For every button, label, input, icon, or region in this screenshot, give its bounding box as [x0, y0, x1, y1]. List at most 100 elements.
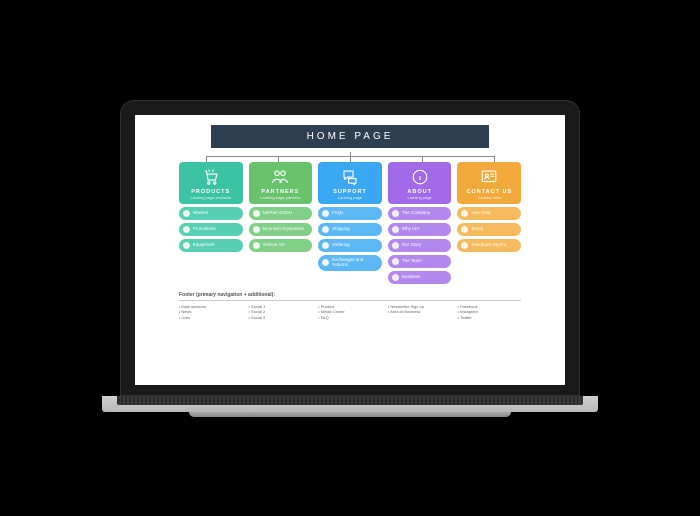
- category-sub: Landing page: [320, 196, 380, 200]
- sitemap-item[interactable]: Why us?: [388, 223, 452, 236]
- item-label: The Company: [402, 211, 430, 216]
- sitemap-item[interactable]: Equipment: [179, 239, 243, 252]
- sitemap-item[interactable]: Mountain Equipment: [249, 223, 313, 236]
- category-label: SUPPORT: [320, 189, 380, 195]
- item-label: Business: [402, 275, 420, 280]
- item-label: Feedback imprint: [471, 243, 506, 248]
- item-label: NetPart GmbH: [263, 211, 293, 216]
- sitemap-columns: PRODUCTSLanding page products Newest Promo…: [179, 162, 521, 284]
- footer-column: FacebookInstagramTwitter: [457, 304, 521, 321]
- item-label: The Team: [402, 259, 422, 264]
- tree-connectors: [179, 152, 521, 162]
- item-label: Shipping: [332, 227, 350, 232]
- footer-column: ProductMedia CenterFAQ: [318, 304, 382, 321]
- footer-column: Social 1Social 2Social 3: [249, 304, 313, 321]
- bullet-icon: [322, 242, 329, 249]
- footer-item: Social 3: [249, 315, 313, 321]
- bullet-icon: [253, 242, 260, 249]
- item-label: Our Story: [402, 243, 421, 248]
- category-sub: Contact form: [459, 196, 519, 200]
- category-support[interactable]: SUPPORTLanding page: [318, 162, 382, 204]
- item-label: Vertical AG: [263, 243, 285, 248]
- category-contact-us[interactable]: CONTACT USContact form: [457, 162, 521, 204]
- sitemap-item[interactable]: The Team: [388, 255, 452, 268]
- item-label: Newest: [193, 211, 208, 216]
- bullet-icon: [392, 210, 399, 217]
- bullet-icon: [183, 210, 190, 217]
- sitemap-item[interactable]: Newest: [179, 207, 243, 220]
- item-label: Exchanges and Returns: [332, 258, 378, 268]
- column-products: PRODUCTSLanding page products Newest Promo…: [179, 162, 243, 284]
- item-label: Equipment: [193, 243, 215, 248]
- sitemap-item[interactable]: FAQs: [318, 207, 382, 220]
- bullet-icon: [461, 226, 468, 233]
- contact-icon: [459, 167, 519, 187]
- category-sub: Landing page products: [181, 196, 241, 200]
- category-about[interactable]: ABOUTLanding page: [388, 162, 452, 204]
- category-label: PARTNERS: [251, 189, 311, 195]
- sitemap-item[interactable]: Shipping: [318, 223, 382, 236]
- sitemap-item[interactable]: Vertical AG: [249, 239, 313, 252]
- home-page-title: HOME PAGE: [211, 125, 490, 148]
- bullet-icon: [392, 242, 399, 249]
- sitemap-item[interactable]: Email: [457, 223, 521, 236]
- column-support: SUPPORTLanding page FAQs Shipping Ordering E…: [318, 162, 382, 284]
- bullet-icon: [183, 226, 190, 233]
- item-label: Live Chat: [471, 211, 490, 216]
- sitemap-item[interactable]: Our Story: [388, 239, 452, 252]
- people-icon: [251, 167, 311, 187]
- footer-columns: Main sectionsNewsJobs Social 1Social 2Soc…: [179, 304, 521, 321]
- sitemap-item[interactable]: Business: [388, 271, 452, 284]
- bullet-icon: [461, 210, 468, 217]
- bullet-icon: [392, 258, 399, 265]
- sitemap-item[interactable]: Promotions: [179, 223, 243, 236]
- column-about: ABOUTLanding page The Company Why us? Our S…: [388, 162, 452, 284]
- cart-icon: [181, 167, 241, 187]
- category-sub: Landing page: [390, 196, 450, 200]
- footer-heading: Footer (primary navigation + additional)…: [179, 292, 549, 298]
- sitemap-item[interactable]: The Company: [388, 207, 452, 220]
- screen-bezel: HOME PAGE PRODUCTSLanding page products N…: [120, 100, 580, 396]
- footer-item: FAQ: [318, 315, 382, 321]
- footer-item: Twitter: [457, 315, 521, 321]
- laptop-stand: [189, 412, 511, 417]
- laptop-base: [102, 396, 599, 412]
- sitemap-item[interactable]: Live Chat: [457, 207, 521, 220]
- category-label: ABOUT: [390, 189, 450, 195]
- category-partners[interactable]: PARTNERSLanding page partners: [249, 162, 313, 204]
- bullet-icon: [392, 274, 399, 281]
- bullet-icon: [253, 210, 260, 217]
- item-label: Email: [471, 227, 482, 232]
- sitemap-item[interactable]: Feedback imprint: [457, 239, 521, 252]
- footer-column: Main sectionsNewsJobs: [179, 304, 243, 321]
- item-label: Ordering: [332, 243, 350, 248]
- footer-column: Newsletter Sign upArea of Business: [388, 304, 452, 321]
- item-label: FAQs: [332, 211, 343, 216]
- laptop-mockup: HOME PAGE PRODUCTSLanding page products N…: [120, 100, 580, 417]
- category-sub: Landing page partners: [251, 196, 311, 200]
- footer-divider: [179, 300, 521, 301]
- item-label: Promotions: [193, 227, 216, 232]
- bullet-icon: [461, 242, 468, 249]
- column-contact-us: CONTACT USContact form Live Chat Email Feed…: [457, 162, 521, 284]
- bullet-icon: [392, 226, 399, 233]
- sitemap-item[interactable]: NetPart GmbH: [249, 207, 313, 220]
- sitemap-item[interactable]: Ordering: [318, 239, 382, 252]
- footer-item: Jobs: [179, 315, 243, 321]
- screen-content: HOME PAGE PRODUCTSLanding page products N…: [135, 115, 565, 385]
- column-partners: PARTNERSLanding page partners NetPart Gmb…: [249, 162, 313, 284]
- sitemap-item[interactable]: Exchanges and Returns: [318, 255, 382, 271]
- footer-item: Area of Business: [388, 309, 452, 315]
- category-label: CONTACT US: [459, 189, 519, 195]
- chat-icon: [320, 167, 380, 187]
- bullet-icon: [253, 226, 260, 233]
- category-products[interactable]: PRODUCTSLanding page products: [179, 162, 243, 204]
- bullet-icon: [322, 259, 329, 266]
- info-icon: [390, 167, 450, 187]
- item-label: Why us?: [402, 227, 420, 232]
- bullet-icon: [322, 226, 329, 233]
- bullet-icon: [183, 242, 190, 249]
- item-label: Mountain Equipment: [263, 227, 304, 232]
- bullet-icon: [322, 210, 329, 217]
- category-label: PRODUCTS: [181, 189, 241, 195]
